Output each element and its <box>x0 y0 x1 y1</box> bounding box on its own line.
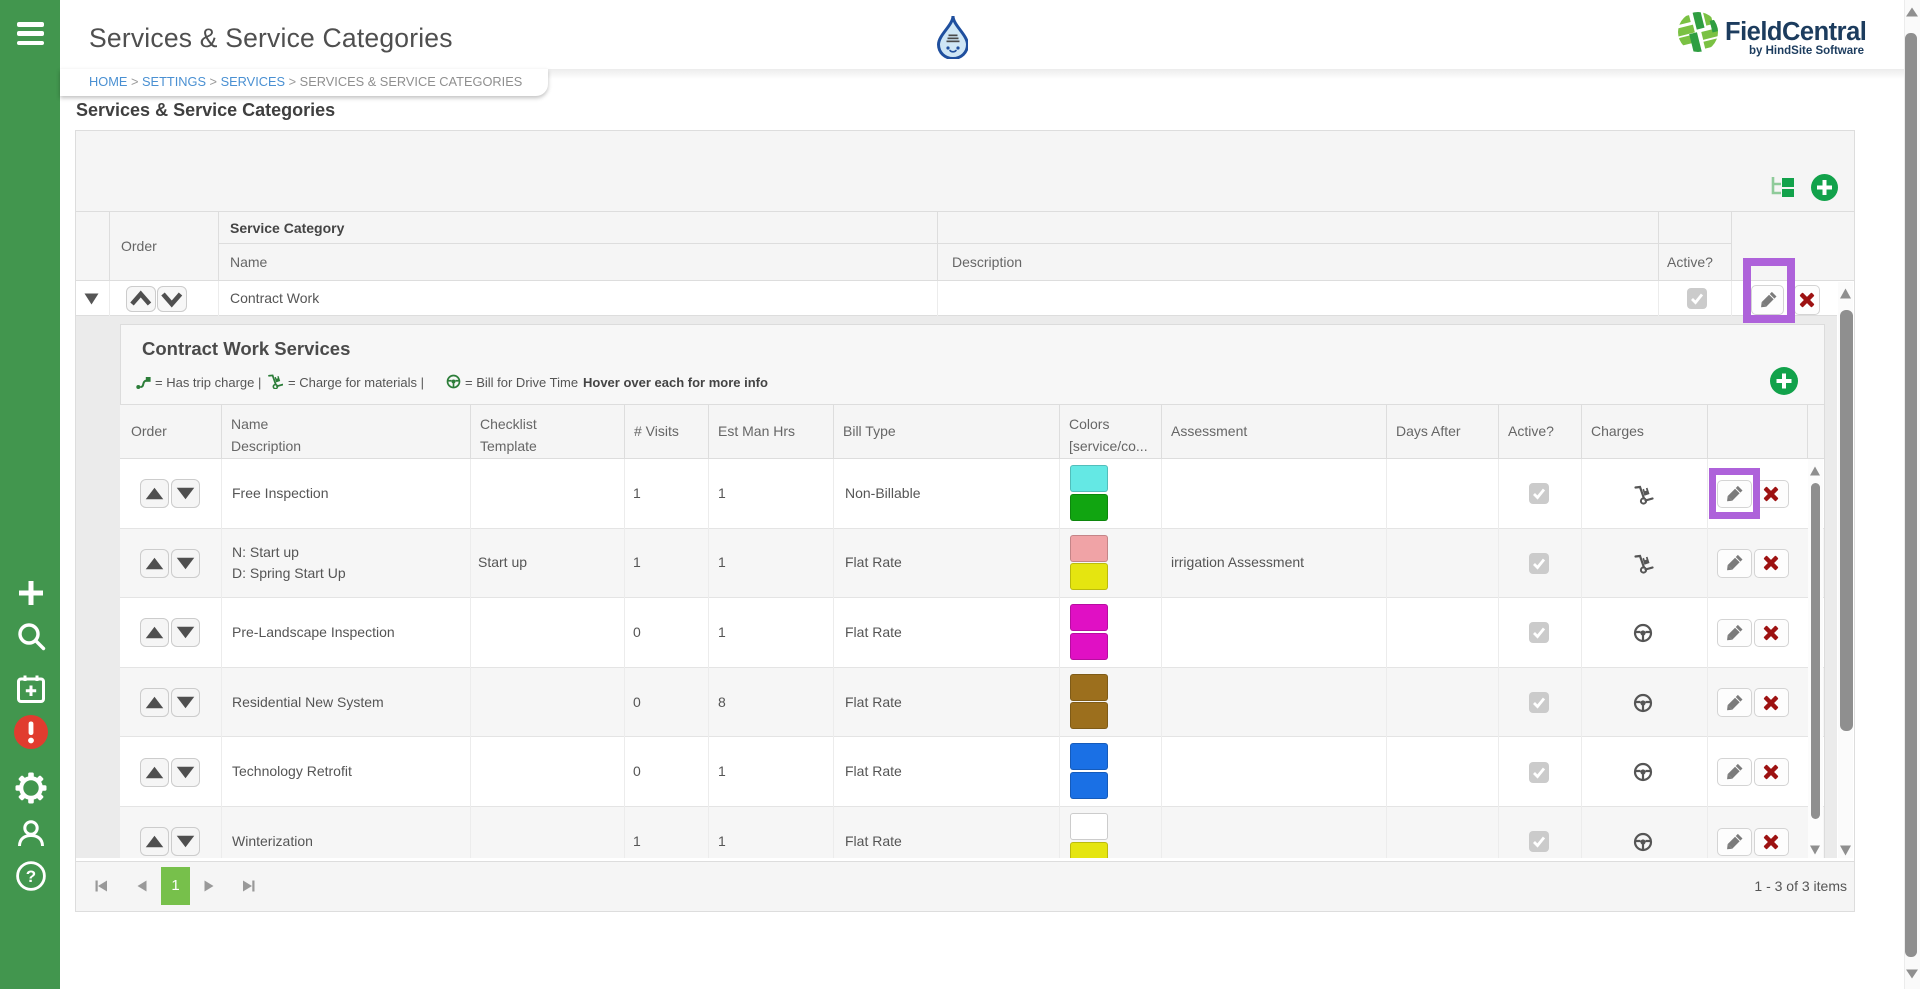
svg-text:?: ? <box>26 867 36 886</box>
